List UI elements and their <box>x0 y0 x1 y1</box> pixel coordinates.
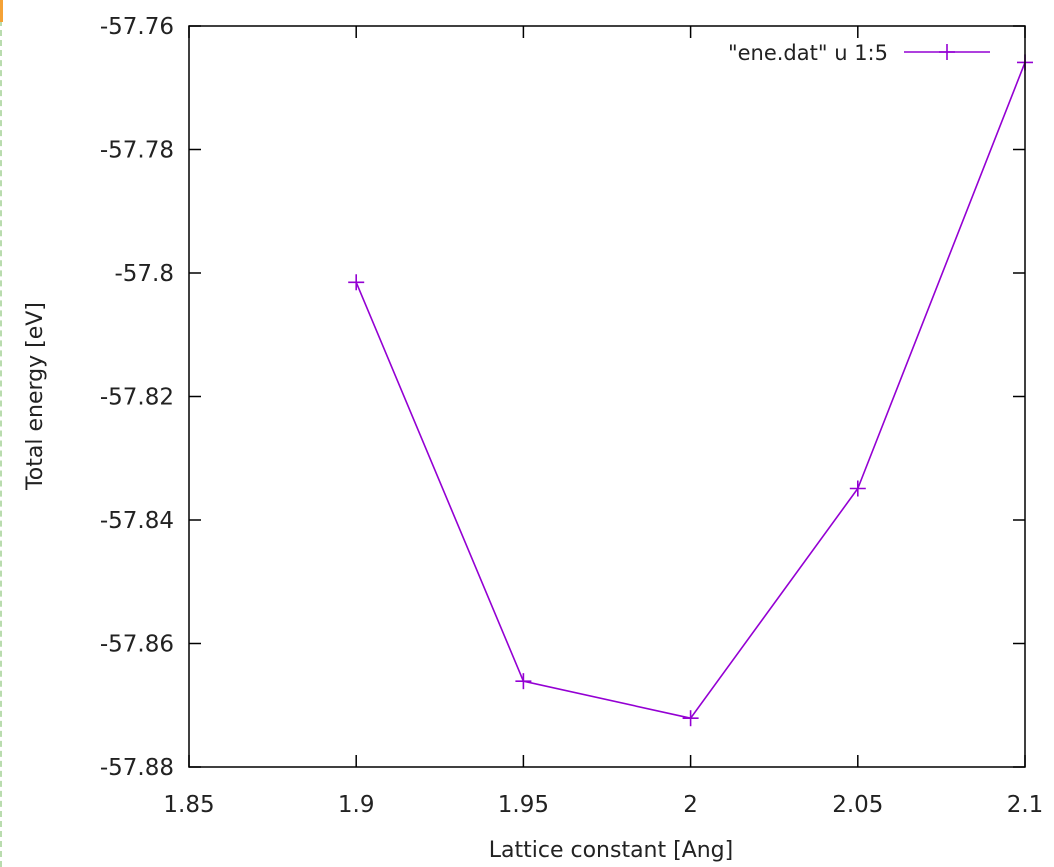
left-edge-accent <box>0 0 3 22</box>
x-tick-label: 1.95 <box>498 792 549 818</box>
y-tick-label: -57.88 <box>100 755 174 781</box>
legend: "ene.dat" u 1:5 <box>728 41 990 65</box>
legend-label: "ene.dat" u 1:5 <box>728 41 888 65</box>
x-tick-label: 1.85 <box>163 792 214 818</box>
legend-marker <box>939 44 955 60</box>
y-tick-label: -57.8 <box>114 261 174 287</box>
data-point <box>682 710 699 727</box>
x-axis-title: Lattice constant [Ang] <box>489 838 733 863</box>
y-tick-label: -57.86 <box>100 632 174 658</box>
data-point <box>515 673 532 690</box>
ticks-layer: 1.85 1.9 1.95 2 2.05 2.1 -57.76 -57.78 -57.8 -57.… <box>100 14 1043 818</box>
x-tick-label: 2 <box>683 792 698 818</box>
left-edge-border <box>0 0 6 867</box>
y-tick-label: -57.78 <box>100 138 174 164</box>
data-point <box>348 274 365 291</box>
x-tick-label: 1.9 <box>338 792 375 818</box>
y-tick-label: -57.84 <box>100 508 174 534</box>
x-tick-label: 2.1 <box>1007 792 1044 818</box>
series-layer <box>348 54 1033 727</box>
data-point <box>849 480 866 497</box>
y-axis-title: Total energy [eV] <box>23 302 48 491</box>
plot-frame <box>188 25 1026 768</box>
x-tick-label: 2.05 <box>832 792 883 818</box>
series-line <box>355 62 1026 720</box>
y-tick-label: -57.82 <box>100 385 174 411</box>
y-tick-label: -57.76 <box>100 14 174 40</box>
